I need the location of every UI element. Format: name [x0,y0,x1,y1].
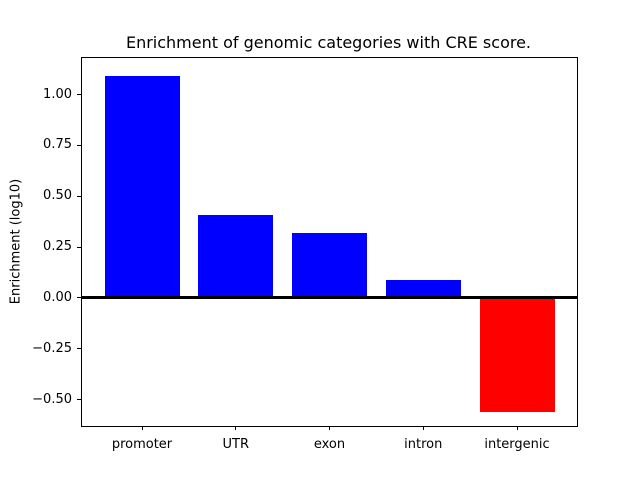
x-tick-mark [141,426,143,430]
y-tick-label: 0.00 [43,289,72,305]
y-tick-mark [77,246,81,248]
x-tick-label-promoter: promoter [111,437,173,452]
bar-UTR [198,214,274,298]
y-tick-mark [77,297,81,299]
y-tick-mark [77,399,81,401]
y-tick-mark [77,144,81,146]
x-tick-label-intergenic: intergenic [484,437,550,452]
zero-line [82,296,577,300]
bar-promoter [104,76,180,298]
x-tick-mark [329,426,330,430]
y-tick-mark [77,348,81,350]
bar-intergenic [479,297,555,412]
x-tick-mark [422,426,424,430]
y-tick-mark [77,94,81,96]
x-tick-mark [516,426,518,430]
y-tick-mark [77,195,81,197]
chart-title: Enrichment of genomic categories with CR… [125,33,532,52]
x-tick-label-intron: intron [404,437,443,452]
bar-intron [385,279,461,298]
x-tick-mark [235,426,237,430]
y-tick-label: −0.50 [32,391,72,407]
y-tick-label: 1.00 [43,86,72,102]
bar-exon [292,232,367,298]
y-tick-label: 0.75 [43,137,72,153]
y-tick-label: 0.25 [43,239,72,255]
y-tick-label: −0.25 [32,340,72,356]
plot-area: 1.00 0.75 0.50 0.25 0.00 −0.25 −0.50 promoter UT… [32,57,578,452]
x-tick-label-UTR: UTR [222,437,250,452]
y-tick-label: 0.50 [43,188,72,204]
x-tick-label-exon: exon [313,437,346,452]
